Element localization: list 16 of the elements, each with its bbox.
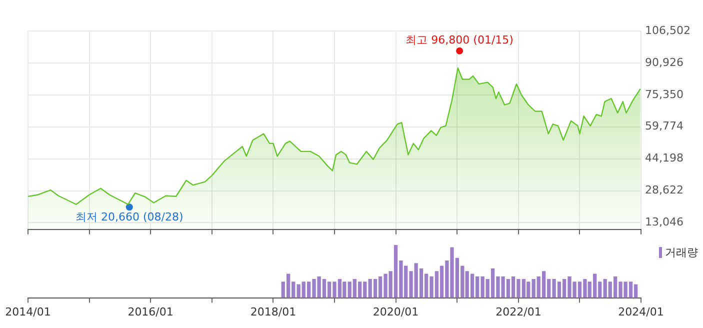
y-tick-label: 106,502 — [645, 24, 690, 37]
y-tick-label: 28,622 — [645, 184, 684, 197]
legend-label: 거래량 — [665, 246, 698, 259]
y-tick-label: 59,774 — [645, 120, 684, 133]
x-tick-label: 2018/01 — [250, 305, 296, 318]
x-tick-label: 2014/01 — [5, 305, 51, 318]
y-tick-label: 44,198 — [645, 152, 684, 165]
y-tick-label: 13,046 — [645, 216, 684, 229]
x-tick-label: 2022/01 — [496, 305, 542, 318]
y-tick-label: 90,926 — [645, 56, 684, 69]
annotation: 최저 20,660 (08/28) — [76, 210, 184, 224]
x-tick-label: 2020/01 — [372, 305, 419, 318]
annotation: 최고 96,800 (01/15) — [406, 33, 514, 46]
y-tick-label: 75,350 — [645, 88, 684, 101]
x-tick-label: 2024/01 — [618, 305, 664, 318]
x-tick-label: 2016/01 — [128, 305, 174, 318]
